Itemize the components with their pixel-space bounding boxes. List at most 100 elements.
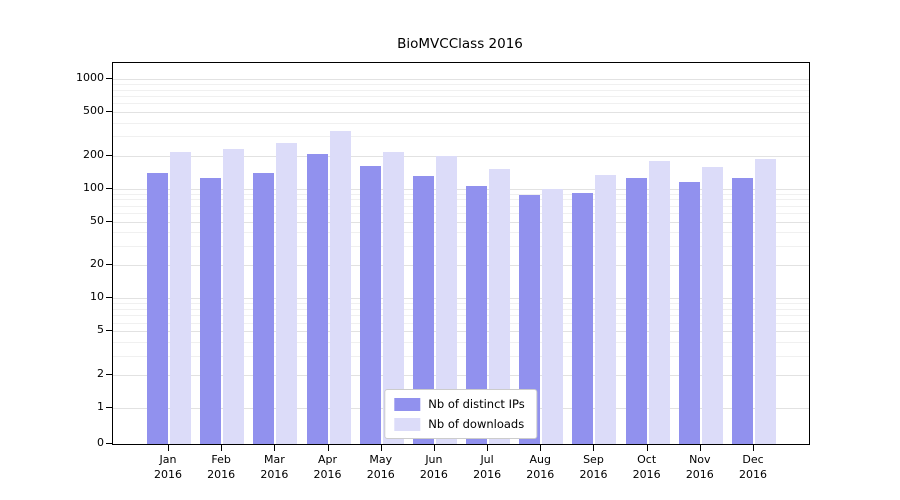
gridline-major-10 [113,298,809,300]
gridline-major-200 [113,155,809,157]
bar-nb-of-downloads-feb [223,148,245,444]
legend-label-downloads: Nb of downloads [428,417,525,431]
gridline-minor-800 [113,89,809,91]
bar-nb-of-distinct-ips-jun [412,176,434,444]
x-tick-mark-may [380,445,382,451]
gridline-minor-600 [113,103,809,105]
x-tick-mark-jul [487,445,489,451]
y-tick-mark-50 [106,220,112,222]
bar-nb-of-distinct-ips-apr [306,154,328,444]
x-tick-label-may: May 2016 [366,453,395,481]
gridline-minor-8 [113,308,809,310]
bar-nb-of-distinct-ips-aug [519,194,541,444]
y-tick-mark-5 [106,330,112,332]
gridline-major-1000 [113,79,809,80]
x-tick-mark-mar [274,445,276,451]
x-tick-label-oct: Oct 2016 [632,453,661,481]
y-tick-mark-0 [106,443,112,444]
x-tick-label-aug: Aug 2016 [526,453,555,481]
x-tick-mark-jun [433,445,435,451]
bar-nb-of-distinct-ips-dec [732,178,753,444]
gridline-major-50 [113,221,809,223]
x-tick-mark-jan [168,445,169,451]
y-tick-mark-20 [106,264,112,266]
bar-nb-of-downloads-jun [435,155,457,444]
gridline-minor-300 [113,136,809,138]
gridline-minor-40 [113,232,809,234]
y-tick-label-1: 1 [97,400,104,413]
y-tick-label-2: 2 [97,366,104,380]
gridline-minor-80 [113,199,809,201]
y-tick-label-20: 20 [90,257,104,271]
x-tick-label-jun: Jun 2016 [419,453,448,481]
y-tick-mark-500 [106,111,112,112]
x-tick-mark-sep [593,445,595,451]
x-tick-label-feb: Feb 2016 [207,453,236,481]
x-tick-label-mar: Mar 2016 [260,453,289,481]
gridline-minor-9 [113,303,809,305]
legend-swatch-distinct-ips [394,397,421,411]
x-tick-label-dec: Dec 2016 [739,453,767,481]
gridline-minor-30 [113,246,809,247]
bar-nb-of-distinct-ips-may [359,166,381,444]
x-tick-label-sep: Sep 2016 [579,453,608,481]
x-tick-mark-apr [327,445,329,451]
x-tick-mark-oct [646,445,648,451]
y-tick-mark-100 [106,187,112,189]
legend-item-distinct-ips: Nb of distinct IPs [394,397,525,411]
y-tick-label-200: 200 [83,147,104,161]
bar-nb-of-downloads-apr [329,131,351,444]
bar-nb-of-downloads-may [382,152,404,444]
gridline-minor-60 [113,212,809,214]
legend-item-downloads: Nb of downloads [394,417,524,431]
bar-nb-of-distinct-ips-oct [625,178,647,444]
gridline-major-100 [113,188,809,190]
gridline-minor-6 [113,322,809,324]
bar-nb-of-distinct-ips-jan [147,172,168,444]
y-tick-label-500: 500 [83,104,104,117]
bar-nb-of-downloads-jan [170,152,191,444]
bar-nb-of-downloads-aug [542,188,564,444]
x-tick-mark-feb [221,445,223,451]
y-tick-label-1000: 1000 [76,71,104,84]
y-tick-label-100: 100 [83,180,104,194]
bar-nb-of-downloads-nov [701,166,723,444]
gridline-minor-70 [113,205,809,207]
gridline-minor-7 [113,315,809,317]
legend-swatch-downloads [394,417,421,431]
x-tick-label-jan: Jan 2016 [154,453,182,481]
legend: Nb of distinct IPs Nb of downloads [384,389,538,439]
bar-nb-of-distinct-ips-nov [678,182,700,444]
gridline-major-2 [113,374,809,376]
y-tick-mark-10 [106,297,112,299]
x-tick-mark-nov [699,445,701,451]
y-tick-label-50: 50 [90,213,104,227]
bar-nb-of-distinct-ips-jul [466,186,488,444]
y-tick-mark-1000 [106,78,112,79]
gridline-minor-90 [113,193,809,195]
y-tick-label-0: 0 [97,436,104,449]
x-tick-label-apr: Apr 2016 [313,453,342,481]
plot-area: Nb of distinct IPs Nb of downloads [112,62,810,445]
bar-nb-of-distinct-ips-sep [572,192,594,444]
gridline-major-5 [113,331,809,333]
chart-title: BioMVCClass 2016 [397,36,523,52]
y-tick-mark-1 [106,407,112,408]
x-tick-mark-aug [540,445,542,451]
x-tick-label-nov: Nov 2016 [685,453,714,481]
bar-nb-of-distinct-ips-feb [200,178,222,444]
gridline-minor-900 [113,84,809,86]
y-tick-mark-200 [106,154,112,156]
bar-nb-of-downloads-mar [276,143,298,444]
gridline-minor-4 [113,341,809,343]
gridline-major-500 [113,112,809,113]
bar-nb-of-downloads-jul [489,169,511,444]
y-tick-label-10: 10 [90,290,104,304]
gridline-minor-400 [113,122,809,124]
gridline-minor-700 [113,95,809,97]
y-tick-mark-2 [106,373,112,375]
y-tick-label-5: 5 [97,323,104,337]
legend-label-distinct-ips: Nb of distinct IPs [428,397,525,411]
gridline-minor-3 [113,355,809,357]
